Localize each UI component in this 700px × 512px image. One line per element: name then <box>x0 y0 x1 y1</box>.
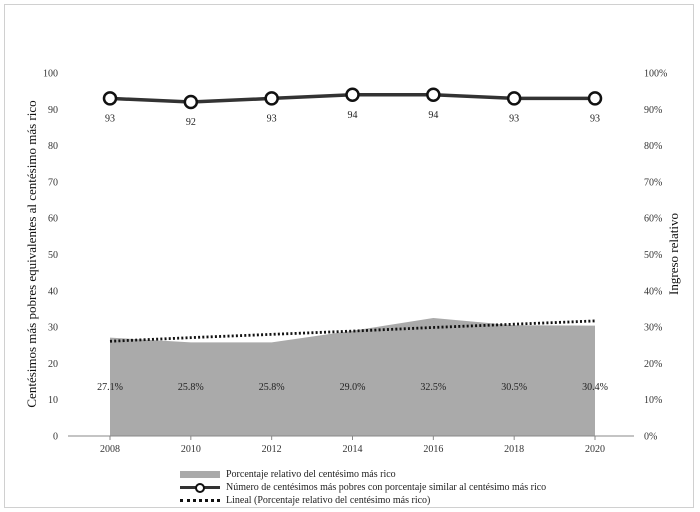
line-data-label: 93 <box>509 113 519 124</box>
line-data-label: 92 <box>186 117 196 128</box>
legend-item-area: Porcentaje relativo del centésimo más ri… <box>178 468 546 481</box>
area-data-label: 25.8% <box>259 382 285 393</box>
y-right-tick-label: 70% <box>644 177 662 188</box>
line-data-label: 94 <box>428 110 438 121</box>
y-left-tick-label: 10 <box>48 395 58 406</box>
chart-frame <box>4 4 694 508</box>
legend-swatch-line <box>178 481 222 494</box>
line-marker <box>264 91 279 106</box>
legend-item-line: Número de centésimos más pobres con porc… <box>178 481 546 494</box>
area-data-label: 25.8% <box>178 382 204 393</box>
y-left-tick-label: 90 <box>48 105 58 116</box>
y-left-tick-label: 40 <box>48 286 58 297</box>
y-right-tick-label: 20% <box>644 359 662 370</box>
y-right-tick-label: 80% <box>644 141 662 152</box>
area-data-label: 30.4% <box>582 382 608 393</box>
x-tick-label: 2016 <box>423 444 443 455</box>
line-marker <box>426 87 441 103</box>
y-left-tick-label: 30 <box>48 323 58 334</box>
line-data-label: 94 <box>348 110 358 121</box>
line-data-label: 93 <box>267 113 277 124</box>
y-right-tick-label: 100% <box>644 69 667 80</box>
legend: Porcentaje relativo del centésimo más ri… <box>178 468 546 507</box>
y-right-tick-label: 90% <box>644 105 662 116</box>
area-data-label: 32.5% <box>420 382 446 393</box>
area-series <box>110 318 595 436</box>
y-left-tick-label: 20 <box>48 359 58 370</box>
line-marker <box>183 94 199 110</box>
legend-label-trend: Lineal (Porcentaje relativo del centésim… <box>226 495 431 506</box>
x-tick-label: 2012 <box>262 444 282 455</box>
x-tick-label: 2020 <box>585 444 605 455</box>
legend-item-trend: Lineal (Porcentaje relativo del centésim… <box>178 494 546 507</box>
y-left-tick-label: 60 <box>48 214 58 225</box>
x-tick-label: 2018 <box>504 444 524 455</box>
y-left-tick-label: 100 <box>43 69 58 80</box>
x-tick-label: 2010 <box>181 444 201 455</box>
y-right-tick-label: 40% <box>644 286 662 297</box>
x-tick-label: 2014 <box>343 444 363 455</box>
y-left-tick-label: 0 <box>53 432 58 443</box>
area-data-label: 29.0% <box>340 382 366 393</box>
y-left-axis-title: Centésimos más pobres equivalentes al ce… <box>24 100 39 407</box>
legend-label-area: Porcentaje relativo del centésimo más ri… <box>226 469 396 480</box>
y-left-tick-label: 50 <box>48 250 58 261</box>
legend-swatch-area <box>178 468 222 481</box>
line-marker <box>587 91 603 106</box>
y-left-tick-label: 70 <box>48 177 58 188</box>
trendline-series <box>109 319 596 343</box>
legend-swatch-trend <box>178 494 222 507</box>
line-marker <box>506 91 522 106</box>
line-data-label: 93 <box>105 113 115 124</box>
area-data-label: 27.1% <box>97 382 123 393</box>
y-right-tick-label: 50% <box>644 250 662 261</box>
y-right-tick-label: 60% <box>644 214 662 225</box>
line-marker <box>345 87 360 103</box>
line-data-label: 93 <box>590 113 600 124</box>
y-right-tick-label: 30% <box>644 323 662 334</box>
x-tick-label: 2008 <box>100 444 120 455</box>
area-data-label: 30.5% <box>501 382 527 393</box>
legend-label-line: Número de centésimos más pobres con porc… <box>226 482 547 493</box>
y-right-tick-label: 0% <box>644 432 657 443</box>
y-right-tick-label: 10% <box>644 395 662 406</box>
line-marker <box>102 91 118 106</box>
y-left-tick-label: 80 <box>48 141 58 152</box>
y-right-axis-title: Ingreso relativo <box>666 213 681 295</box>
